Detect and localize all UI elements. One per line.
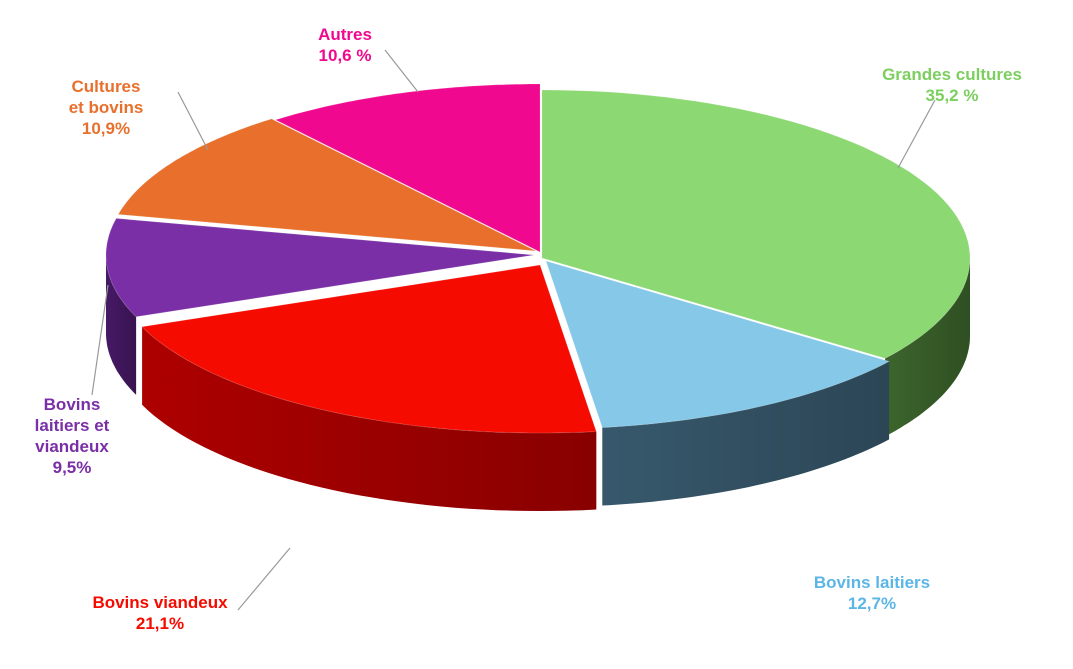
data-label-line: viandeux — [35, 437, 109, 456]
data-label-line: 9,5% — [53, 458, 92, 477]
leader-line-4 — [91, 284, 109, 396]
leader-line-1 — [897, 99, 936, 169]
data-label-line: et bovins — [69, 98, 144, 117]
data-label-line: 21,1% — [136, 614, 184, 633]
pie-slice-bovins — [105, 217, 535, 318]
pie-slice-side-shade-4 — [106, 255, 137, 395]
pie-slice-side-shade-2 — [602, 361, 890, 506]
data-label-1: Grandes cultures 35,2 % — [882, 65, 1022, 105]
data-label-line: laitiers et — [35, 416, 110, 435]
data-label-line: Grandes cultures — [882, 65, 1022, 84]
leader-line-3 — [237, 547, 291, 611]
leader-line-5 — [177, 91, 209, 151]
data-label-line: 10,6 % — [319, 46, 372, 65]
data-label-4: Bovins laitiers et viandeux 9,5% — [35, 395, 110, 477]
pie-slice-autres — [274, 83, 541, 253]
data-label-line: Bovins viandeux — [92, 593, 228, 612]
data-label-line: Autres — [318, 25, 372, 44]
data-label-line: 12,7% — [848, 594, 896, 613]
pie-slice-bovins-laitiers — [545, 260, 891, 429]
pie-slice-grandes-cultures — [541, 89, 971, 359]
data-label-5: Cultures et bovins 10,9% — [69, 77, 144, 138]
data-label-6: Autres 10,6 % — [318, 25, 372, 65]
data-label-3: Bovins viandeux 21,1% — [92, 593, 228, 633]
pie-slice-side-shade-3 — [142, 326, 597, 511]
data-label-line: Bovins — [44, 395, 101, 414]
data-label-2: Bovins laitiers 12,7% — [814, 573, 930, 613]
pie-slice-side-shade-1 — [885, 258, 970, 437]
data-label-line: 10,9% — [82, 119, 130, 138]
pie-slice-bovins-viandeux — [141, 264, 597, 434]
pie-slice-cultures — [117, 118, 537, 252]
data-label-line: Cultures — [72, 77, 141, 96]
leader-line-6 — [384, 49, 419, 93]
data-label-line: 35,2 % — [926, 86, 979, 105]
data-label-line: Bovins laitiers — [814, 573, 930, 592]
